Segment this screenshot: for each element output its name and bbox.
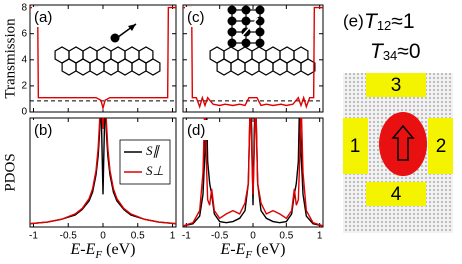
lead [428,118,453,174]
x-axis-label: E-EF (eV) [70,241,136,261]
lead-label: 3 [391,75,402,96]
adatom [255,16,265,26]
panel: (c) [182,4,324,113]
adatom [227,38,237,48]
panel-label-box [32,7,58,27]
y-tick-label: 6 [21,28,27,39]
x-tick-label: -1 [182,231,191,242]
hexagon [300,58,316,76]
unit: (eV) [106,241,135,258]
series-line [183,6,323,110]
hexagon [230,58,246,76]
magnetic-impurity [379,112,427,176]
molecule [209,5,316,76]
y-tick-label: 8 [21,2,27,13]
t12-label: T12≈1 [364,10,415,34]
hexagon [272,58,288,76]
legend-label: S∥ [146,143,161,158]
adatom [110,33,120,43]
lead [343,118,368,174]
relation: ≈0 [397,40,420,63]
hexagon [75,58,91,76]
lead-label: 4 [391,184,402,205]
x-tick-label: 0.5 [279,231,293,242]
legend-label: S⊥ [146,163,164,178]
panel-label-box [185,7,211,27]
y-tick-label: 4 [21,54,27,65]
series-line [30,118,176,225]
y-axis-label: PDOS [2,153,18,191]
panel-label: (d) [187,122,205,139]
panel: -1 -0.5 0 0.5 1 (d) E-EF (eV) [182,117,324,261]
x-tick-label: 1 [170,231,176,242]
main: E-E [220,241,246,258]
series-line [30,6,176,111]
adatom [227,27,237,37]
main: E-E [70,241,96,258]
panel-label: (c) [187,9,205,26]
unit: (eV) [256,241,285,258]
bond [241,17,259,37]
hexagon [89,58,105,76]
symbol: T [364,10,379,33]
lead-label: 2 [436,136,447,157]
hexagon [61,58,77,76]
panel-label-box [185,120,211,140]
adatom [241,16,251,26]
subscript: 12 [377,18,391,33]
hexagon [145,58,161,76]
subscript: 34 [383,48,397,63]
series-line [30,118,176,225]
panel-e: (e) T12≈1 T34≈0 3 4 1 2 [343,10,453,233]
legend-box [119,139,171,185]
hexagon [216,58,232,76]
x-tick-label: -0.5 [211,231,229,242]
hexagon [117,58,133,76]
y-tick-label: 0 [21,107,27,118]
x-tick-label: -0.5 [60,231,78,242]
series-line [183,118,323,227]
hexagon [286,58,302,76]
x-tick-label: 1 [317,231,323,242]
molecule [54,23,161,76]
panel: 0 2 4 6 8 (a) Transmission [2,2,177,118]
adatom [241,5,251,15]
symbol: T [370,40,385,63]
adatom [241,38,251,48]
y-axis-label: Transmission [2,18,18,99]
hexagon [258,58,274,76]
adatom [227,5,237,15]
lead-label: 1 [350,136,361,157]
hexagon [244,58,260,76]
panel-label: (e) [343,11,364,30]
x-tick-label: 0 [100,231,106,242]
adatom [255,5,265,15]
y-tick-label: 2 [21,81,27,92]
lead [366,182,426,206]
panel-label: (b) [34,122,52,139]
adatom [255,38,265,48]
series-line [183,118,323,227]
x-tick-label: -1 [29,231,38,242]
t34-label: T34≈0 [370,40,421,64]
subscript: F [244,249,252,261]
relation: ≈1 [391,10,414,33]
lead [366,73,426,97]
adatom [227,16,237,26]
panel-label-box [32,120,58,140]
adatom [255,27,265,37]
x-axis-label: E-EF (eV) [220,241,286,261]
panel-label: (a) [34,9,52,26]
subscript: F [94,249,102,261]
x-tick-label: 0 [250,231,256,242]
hexagon [103,58,119,76]
spin-arrow [128,24,136,31]
hexagon [131,58,147,76]
panel: -1 -0.5 0 0.5 1 (b) PDOS E-EF (eV) S∥ S⊥ [2,117,177,261]
spin-arrow [391,124,415,161]
x-tick-label: 0.5 [131,231,145,242]
